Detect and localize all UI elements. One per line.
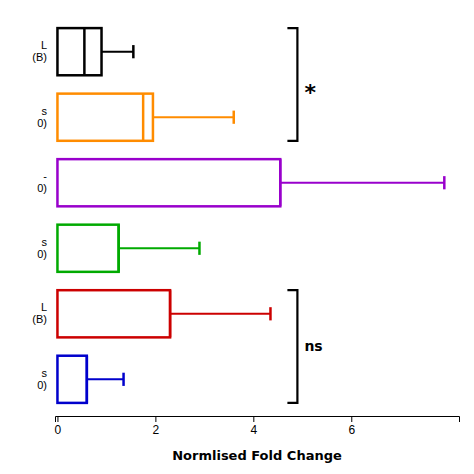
y-tick-label-line: 0) — [37, 248, 47, 260]
x-tick-mark — [253, 416, 254, 422]
y-tick-label-line: s — [42, 367, 48, 379]
sig-bracket: * — [287, 28, 316, 141]
y-tick-label: s0) — [37, 105, 47, 129]
y-tick-label: s0) — [37, 367, 47, 391]
y-tick-label-line: - — [43, 170, 47, 182]
x-tick-label: 2 — [153, 423, 160, 437]
sig-label: * — [304, 80, 316, 105]
box-body — [57, 94, 152, 141]
box-whisker-cap — [132, 45, 135, 58]
box-whisker — [87, 378, 124, 380]
box — [57, 225, 199, 272]
box-body — [57, 225, 118, 272]
x-tick: 2 — [153, 416, 160, 437]
sig-bracket-line — [287, 290, 297, 403]
box-whisker-cap — [232, 111, 235, 124]
y-tick: s0) — [37, 236, 55, 260]
box-body — [57, 356, 86, 403]
box-body — [57, 28, 101, 75]
y-tick: L(B) — [32, 301, 55, 325]
y-tick: s0) — [37, 367, 55, 391]
y-tick-label: s0) — [37, 236, 47, 260]
y-tick-label-line: 0) — [37, 379, 47, 391]
box-whisker — [280, 182, 444, 184]
x-tick-label: 6 — [348, 423, 355, 437]
x-tick-mark — [57, 416, 58, 422]
box-median — [142, 94, 145, 141]
x-tick: 6 — [348, 416, 355, 437]
box — [57, 94, 233, 141]
box — [57, 159, 444, 206]
y-tick-label-line: s — [42, 236, 48, 248]
sig-bracket: ns — [287, 290, 322, 403]
x-axis-line — [56, 417, 460, 423]
x-tick-mark — [155, 416, 156, 422]
box-whisker-cap — [198, 242, 201, 255]
box-whisker-cap — [269, 307, 272, 320]
y-tick-label: -0) — [37, 170, 47, 194]
box-whisker-cap — [122, 373, 125, 386]
box-body — [57, 159, 280, 206]
x-tick: 4 — [250, 416, 257, 437]
y-axis: L(B)s0)-0)s0)L(B)s0) — [32, 39, 55, 391]
box — [57, 28, 133, 75]
y-tick-label-line: s — [42, 105, 48, 117]
box-whisker-cap — [443, 176, 446, 189]
y-tick: s0) — [37, 105, 55, 129]
box-whisker — [170, 313, 270, 315]
y-tick-label-line: (B) — [32, 51, 47, 63]
x-tick: 0 — [55, 416, 62, 437]
sig-label: ns — [304, 338, 322, 354]
box-median — [83, 28, 86, 75]
x-axis: 0 2 4 6 — [55, 416, 460, 437]
x-tick-label: 0 — [55, 423, 62, 437]
y-tick-label-line: 0) — [37, 182, 47, 194]
x-tick-label: 4 — [250, 423, 257, 437]
sig-bracket-line — [287, 28, 297, 141]
box — [57, 290, 270, 337]
y-tick-label: L(B) — [32, 39, 47, 63]
y-tick-label-line: L — [41, 301, 47, 313]
box-whisker — [119, 247, 200, 249]
x-axis-title: Normlised Fold Change — [172, 448, 342, 463]
boxes — [57, 28, 444, 403]
x-tick-mark — [351, 416, 352, 422]
plot: 0246Normlised Fold ChangeL(B)s0)-0)s0)L(… — [32, 28, 459, 463]
y-tick-label: L(B) — [32, 301, 47, 325]
y-tick-label-line: L — [41, 39, 47, 51]
box-whisker — [102, 51, 134, 53]
box — [57, 356, 123, 403]
y-tick: L(B) — [32, 39, 55, 63]
box-whisker — [153, 116, 234, 118]
y-tick-label-line: (B) — [32, 313, 47, 325]
chart-svg: 0246Normlised Fold ChangeL(B)s0)-0)s0)L(… — [0, 0, 474, 474]
y-tick-label-line: 0) — [37, 117, 47, 129]
y-tick: -0) — [37, 170, 55, 194]
box-body — [57, 290, 170, 337]
annotations: * ns — [287, 28, 322, 403]
